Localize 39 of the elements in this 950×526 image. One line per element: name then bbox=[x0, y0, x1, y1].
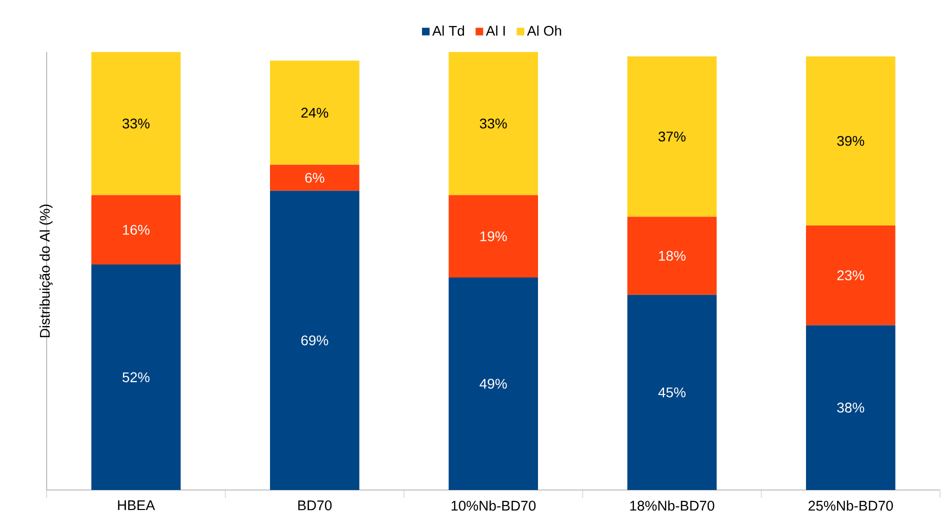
data-label: 45% bbox=[658, 388, 686, 398]
data-label: 23% bbox=[837, 270, 864, 280]
x-tick-label: 10%Nb-BD70 bbox=[452, 500, 536, 511]
legend-label: Al I bbox=[486, 25, 505, 36]
data-label: 18% bbox=[659, 250, 686, 261]
data-label: 33% bbox=[122, 118, 150, 129]
bar bbox=[270, 190, 360, 490]
legend-label: Al Td bbox=[432, 25, 464, 36]
data-label: 24% bbox=[301, 108, 328, 118]
data-label: 39% bbox=[837, 136, 864, 146]
bar bbox=[806, 325, 896, 490]
x-tick-label: BD70 bbox=[298, 500, 332, 510]
legend-label: Al Oh bbox=[527, 25, 562, 36]
data-label: 69% bbox=[301, 335, 328, 346]
bar bbox=[448, 278, 538, 490]
bar bbox=[627, 294, 717, 490]
data-label: 37% bbox=[658, 132, 686, 142]
data-label: 49% bbox=[480, 378, 507, 389]
bar bbox=[806, 56, 896, 226]
bar bbox=[627, 56, 717, 217]
x-tick-label: 18%Nb-BD70 bbox=[630, 500, 714, 511]
bar bbox=[448, 52, 538, 196]
bar bbox=[806, 225, 896, 326]
bar bbox=[91, 264, 181, 490]
data-label: 19% bbox=[480, 231, 507, 242]
x-tick-label: HBEA bbox=[118, 500, 156, 510]
bar bbox=[91, 195, 181, 264]
bar bbox=[270, 164, 360, 191]
bar bbox=[448, 195, 538, 278]
data-label: 33% bbox=[480, 118, 507, 129]
data-label: 16% bbox=[123, 224, 150, 235]
bar bbox=[627, 216, 717, 295]
data-label: 52% bbox=[122, 372, 150, 382]
bar bbox=[270, 60, 360, 165]
data-label: 38% bbox=[837, 402, 864, 413]
x-tick-label: 25%Nb-BD70 bbox=[808, 500, 893, 511]
bar bbox=[91, 52, 181, 196]
data-label: 6% bbox=[305, 172, 324, 183]
y-axis-title: Distribuição do Al (%) bbox=[40, 204, 53, 338]
